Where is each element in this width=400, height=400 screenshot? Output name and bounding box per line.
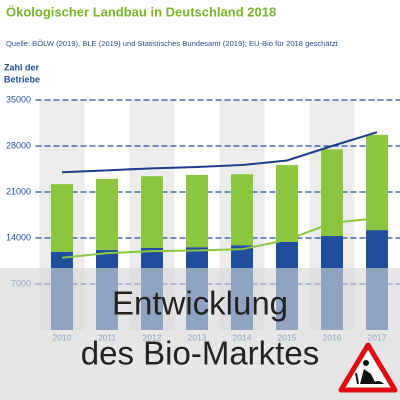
chart-title: Ökologischer Landbau in Deutschland 2018 bbox=[6, 4, 276, 19]
bar-segment bbox=[231, 174, 253, 246]
overlay-text: des Bio-Marktes bbox=[81, 335, 319, 372]
y-axis-label: Betriebe bbox=[4, 74, 40, 84]
chart-subtitle: Quelle: BÖLW (2019), BLE (2019) und Stat… bbox=[6, 39, 339, 48]
y-axis-label: Zahl der bbox=[4, 62, 40, 72]
y-tick-label: 35000 bbox=[6, 94, 31, 104]
line-series bbox=[61, 217, 378, 259]
overlay-text: Entwicklung bbox=[112, 285, 288, 322]
y-tick-label: 14000 bbox=[6, 232, 31, 242]
overlay-band bbox=[0, 268, 400, 400]
line-series bbox=[61, 131, 378, 174]
bar-segment bbox=[186, 174, 208, 248]
bar-segment bbox=[51, 184, 73, 252]
bar-segment bbox=[276, 165, 298, 242]
bar-segment bbox=[141, 176, 163, 248]
bar-segment bbox=[321, 149, 343, 237]
bar-segment bbox=[366, 134, 388, 231]
bar-segment bbox=[96, 178, 118, 250]
y-tick-label: 21000 bbox=[6, 186, 31, 196]
y-tick-label: 28000 bbox=[6, 140, 31, 150]
construction-sign bbox=[338, 342, 398, 393]
